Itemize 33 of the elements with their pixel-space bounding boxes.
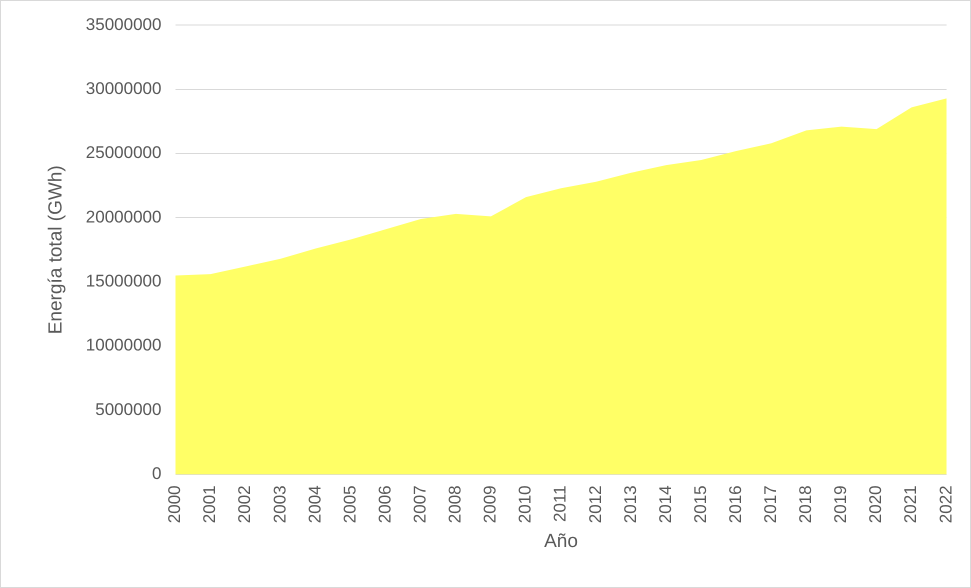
x-axis-title: Año [544,530,578,552]
x-tick-label: 2002 [235,485,254,524]
x-tick-label: 2017 [761,485,780,524]
y-tick-label: 25000000 [86,143,162,162]
x-tick-label: 2018 [796,485,816,524]
y-tick-label: 20000000 [86,207,162,226]
x-tick-label: 2013 [620,485,640,524]
x-tick-label: 2015 [690,485,710,524]
x-tick-label: 2004 [305,485,324,524]
y-tick-label: 35000000 [86,14,162,34]
y-axis-title: Energía total (GWh) [46,165,67,334]
x-tick-label: 2003 [270,485,290,524]
y-tick-label: 30000000 [86,79,162,98]
x-tick-label: 2006 [375,485,394,524]
x-tick-label: 2022 [936,485,956,524]
x-tick-label: 2014 [656,485,675,524]
x-tick-label: 2021 [901,485,920,524]
x-tick-label: 2009 [480,485,500,524]
x-tick-label: 2007 [410,485,430,524]
y-tick-label: 10000000 [86,336,162,355]
x-tick-label: 2001 [200,485,220,524]
x-tick-label: 2010 [516,485,535,524]
x-tick-label: 2012 [586,485,605,524]
x-tick-label: 2019 [831,485,850,524]
x-tick-label: 2011 [550,485,570,522]
x-tick-label: 2008 [446,485,465,524]
x-tick-label: 2000 [165,485,184,524]
x-tick-label: 2020 [866,485,886,524]
y-tick-label: 5000000 [95,400,162,419]
y-tick-label: 15000000 [86,272,162,291]
y-tick-label: 0 [152,464,162,484]
x-tick-label: 2016 [726,485,745,524]
x-tick-label: 2005 [340,485,360,524]
